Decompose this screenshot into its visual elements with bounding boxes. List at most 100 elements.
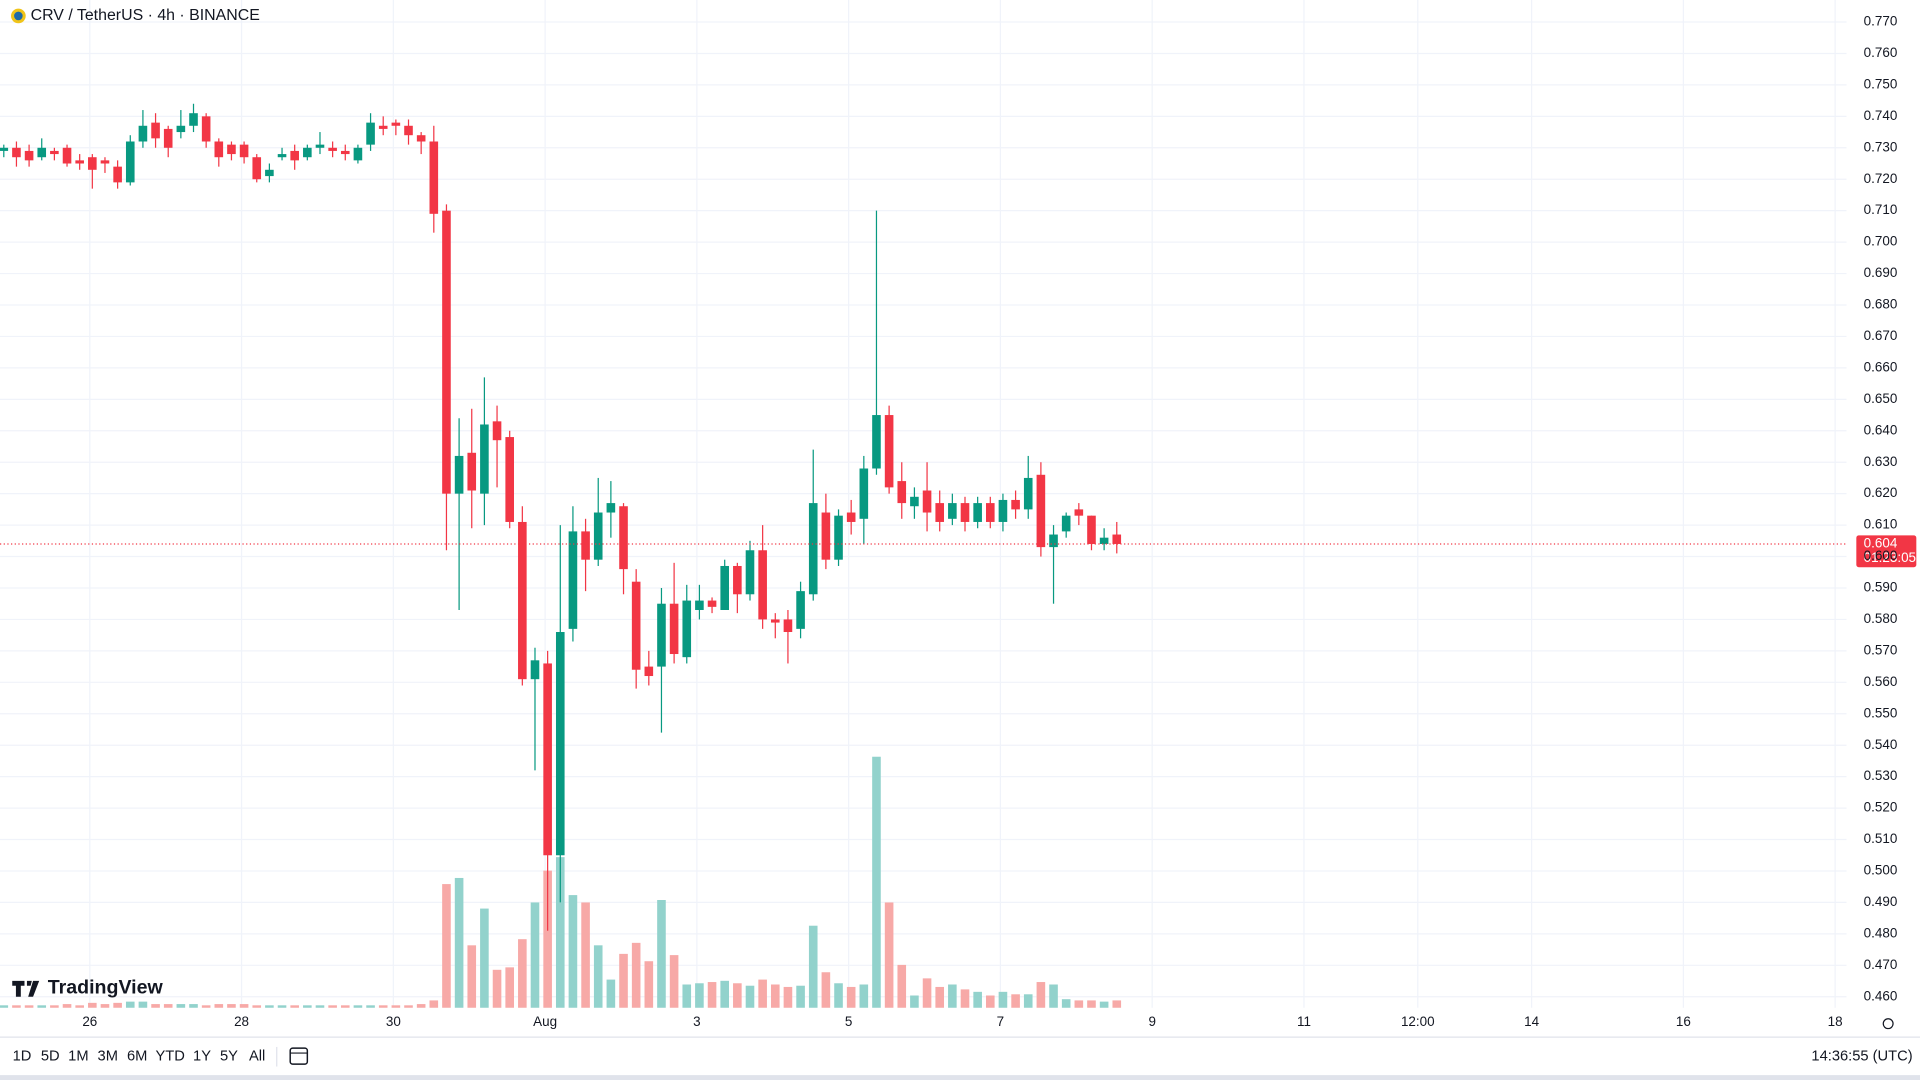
candle-body	[606, 503, 616, 513]
volume-bar	[24, 1005, 34, 1008]
range-button[interactable]: 3M	[98, 1049, 118, 1065]
x-tick-label: 16	[1676, 1014, 1691, 1029]
volume-bar	[125, 1001, 135, 1008]
volume-bar	[998, 991, 1008, 1008]
candle-body	[922, 490, 932, 513]
y-tick-label: 0.670	[1864, 328, 1898, 343]
y-tick-label: 0.510	[1864, 831, 1898, 846]
y-tick-label: 0.720	[1864, 171, 1898, 186]
candle-body	[518, 521, 527, 680]
y-tick-label: 0.710	[1864, 202, 1898, 217]
volume-bar	[530, 902, 540, 1008]
range-button[interactable]: YTD	[156, 1049, 185, 1065]
y-tick-label: 0.770	[1864, 14, 1898, 29]
y-tick-label: 0.530	[1864, 768, 1898, 783]
x-tick-label: 26	[82, 1014, 97, 1029]
volume-bar	[973, 991, 982, 1008]
volume-bar	[391, 1005, 401, 1008]
volume-pane	[0, 756, 1122, 1008]
candle-body	[568, 531, 578, 629]
candle-body	[113, 166, 122, 183]
range-button[interactable]: 1M	[68, 1049, 88, 1065]
candle-body	[948, 503, 957, 519]
volume-bar	[581, 902, 590, 1008]
volume-bar	[467, 945, 477, 1008]
candle-body	[75, 160, 84, 164]
candle-body	[454, 455, 464, 494]
range-button[interactable]: 1D	[13, 1049, 32, 1065]
candle-body	[846, 512, 856, 522]
volume-bar	[37, 1005, 47, 1008]
candle-body	[303, 147, 312, 158]
candle-body	[859, 468, 869, 519]
volume-bar	[859, 984, 869, 1008]
range-button[interactable]: 6M	[127, 1049, 147, 1065]
volume-bar	[1011, 994, 1020, 1008]
x-tick-label: 11	[1297, 1014, 1311, 1029]
y-tick-label: 0.500	[1864, 863, 1898, 878]
volume-bar	[758, 979, 767, 1008]
volume-bar	[151, 1004, 160, 1008]
volume-bar	[1061, 999, 1071, 1008]
volume-bar	[277, 1005, 287, 1008]
candle-body	[391, 122, 401, 126]
volume-bar	[884, 902, 894, 1008]
candle-body	[442, 210, 451, 494]
candle-body	[1011, 499, 1020, 510]
volume-bar	[328, 1005, 337, 1008]
y-tick-label: 0.690	[1864, 265, 1898, 280]
candle-body	[720, 565, 730, 610]
candle-body	[707, 600, 717, 607]
y-tick-label: 0.460	[1864, 988, 1898, 1003]
candle-body	[960, 503, 970, 522]
last-price-label: 0.604	[1864, 536, 1898, 551]
candle-body	[530, 660, 540, 680]
volume-bar	[720, 980, 730, 1008]
candle-body	[189, 113, 198, 126]
y-tick-label: 0.620	[1864, 485, 1898, 500]
y-tick-label: 0.630	[1864, 454, 1898, 469]
candle-body	[480, 424, 489, 494]
x-tick-label: 3	[693, 1014, 700, 1029]
volume-bar	[796, 985, 805, 1008]
y-tick-label: 0.760	[1864, 45, 1898, 60]
y-tick-label: 0.680	[1864, 297, 1898, 312]
x-tick-label: Aug	[533, 1014, 557, 1029]
range-button[interactable]: 5Y	[220, 1049, 238, 1065]
candle-body	[88, 157, 97, 170]
volume-bar	[682, 984, 692, 1008]
candle-body	[593, 512, 603, 560]
range-button[interactable]: All	[249, 1049, 265, 1065]
range-button[interactable]: 1Y	[193, 1049, 211, 1065]
y-tick-label: 0.570	[1864, 642, 1898, 657]
volume-bar	[113, 1002, 122, 1008]
volume-bar	[543, 870, 552, 1008]
candle-body	[37, 147, 47, 158]
candle-body	[151, 122, 160, 139]
y-tick-label: 0.640	[1864, 422, 1898, 437]
volume-bar	[518, 939, 527, 1008]
x-tick-label: 7	[997, 1014, 1004, 1029]
candle-body	[682, 600, 692, 658]
volume-bar	[555, 857, 565, 1008]
settings-icon[interactable]	[1882, 1018, 1894, 1030]
volume-bar	[366, 1005, 375, 1008]
candle-body	[695, 600, 704, 610]
calendar-icon	[289, 1047, 309, 1065]
candle-body	[467, 452, 477, 491]
candle-body	[973, 503, 982, 522]
candle-body	[100, 160, 110, 164]
candle-body	[998, 499, 1008, 522]
symbol-icon	[14, 11, 23, 21]
last-price-box	[1856, 535, 1917, 568]
candle-body	[796, 591, 805, 629]
calendar-button[interactable]	[289, 1047, 309, 1065]
volume-bar	[239, 1004, 249, 1008]
range-button[interactable]: 5D	[41, 1049, 60, 1065]
y-tick-label: 0.560	[1864, 674, 1898, 689]
volume-bar	[1023, 994, 1033, 1008]
candle-body	[227, 144, 236, 155]
